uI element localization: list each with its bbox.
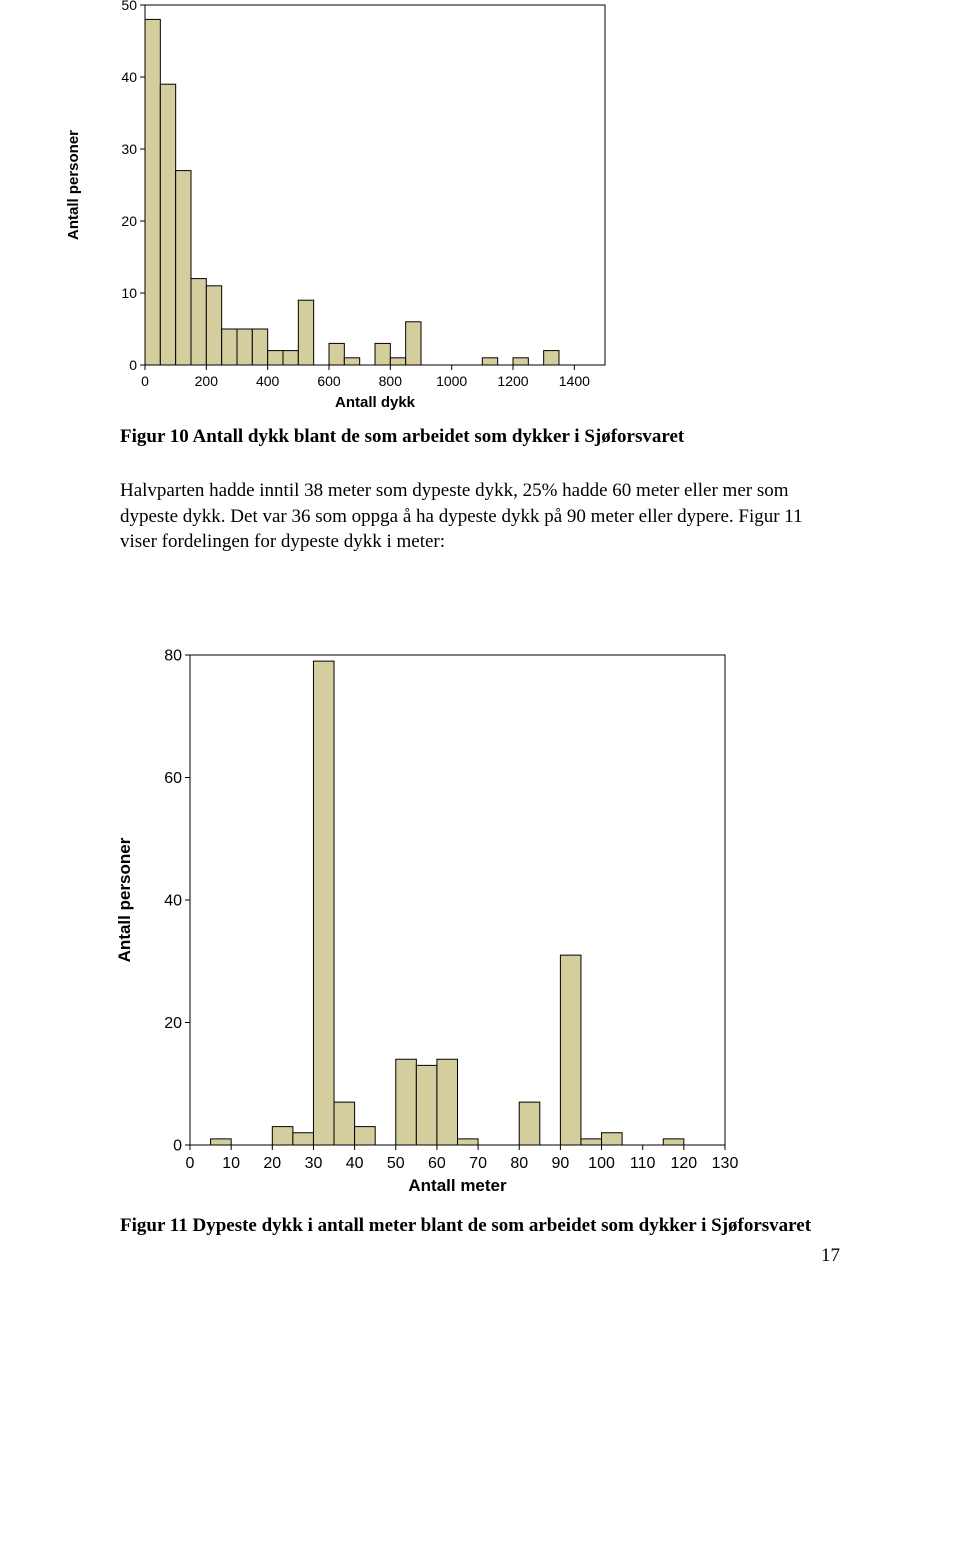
svg-text:20: 20 <box>121 213 137 229</box>
svg-text:1200: 1200 <box>497 373 528 389</box>
svg-text:120: 120 <box>670 1155 697 1172</box>
svg-text:Antall personer: Antall personer <box>115 837 134 962</box>
svg-text:400: 400 <box>256 373 280 389</box>
svg-text:60: 60 <box>164 770 182 787</box>
svg-text:80: 80 <box>510 1155 528 1172</box>
svg-text:0: 0 <box>129 357 137 373</box>
svg-text:Antall meter: Antall meter <box>408 1176 507 1195</box>
svg-text:110: 110 <box>630 1155 656 1172</box>
svg-text:80: 80 <box>164 648 182 665</box>
svg-text:50: 50 <box>387 1155 405 1172</box>
svg-text:30: 30 <box>305 1155 323 1172</box>
svg-text:Antall dykk: Antall dykk <box>335 394 416 411</box>
figure-11-caption: Figur 11 Dypeste dykk i antall meter bla… <box>120 1215 840 1237</box>
body-paragraph: Halvparten hadde inntil 38 meter som dyp… <box>120 478 840 555</box>
svg-text:0: 0 <box>173 1138 182 1155</box>
chart-antall-dykk: Antall personer 0 10 20 30 40 50 0 200 400 600 800 1… <box>60 0 840 420</box>
page-number: 17 <box>821 1245 840 1267</box>
svg-text:10: 10 <box>222 1155 240 1172</box>
chart-antall-meter: Antall personer 0 20 40 60 80 0 10 20 30 40 50 60 70 8… <box>110 645 840 1205</box>
svg-text:1400: 1400 <box>559 373 590 389</box>
svg-text:800: 800 <box>379 373 403 389</box>
svg-text:20: 20 <box>164 1015 182 1032</box>
svg-text:20: 20 <box>263 1155 281 1172</box>
svg-text:50: 50 <box>121 0 137 13</box>
svg-text:Antall personer: Antall personer <box>65 130 82 240</box>
svg-text:70: 70 <box>469 1155 487 1172</box>
svg-text:0: 0 <box>141 373 149 389</box>
svg-text:60: 60 <box>428 1155 446 1172</box>
svg-text:600: 600 <box>317 373 341 389</box>
svg-text:30: 30 <box>121 141 137 157</box>
figure-10-caption: Figur 10 Antall dykk blant de som arbeid… <box>120 426 840 448</box>
svg-text:200: 200 <box>195 373 219 389</box>
svg-text:40: 40 <box>164 893 182 910</box>
svg-text:0: 0 <box>186 1155 195 1172</box>
svg-text:10: 10 <box>121 285 137 301</box>
svg-text:100: 100 <box>588 1155 615 1172</box>
svg-text:130: 130 <box>712 1155 739 1172</box>
svg-text:1000: 1000 <box>436 373 467 389</box>
svg-text:90: 90 <box>551 1155 569 1172</box>
svg-text:40: 40 <box>121 69 137 85</box>
svg-text:40: 40 <box>346 1155 364 1172</box>
